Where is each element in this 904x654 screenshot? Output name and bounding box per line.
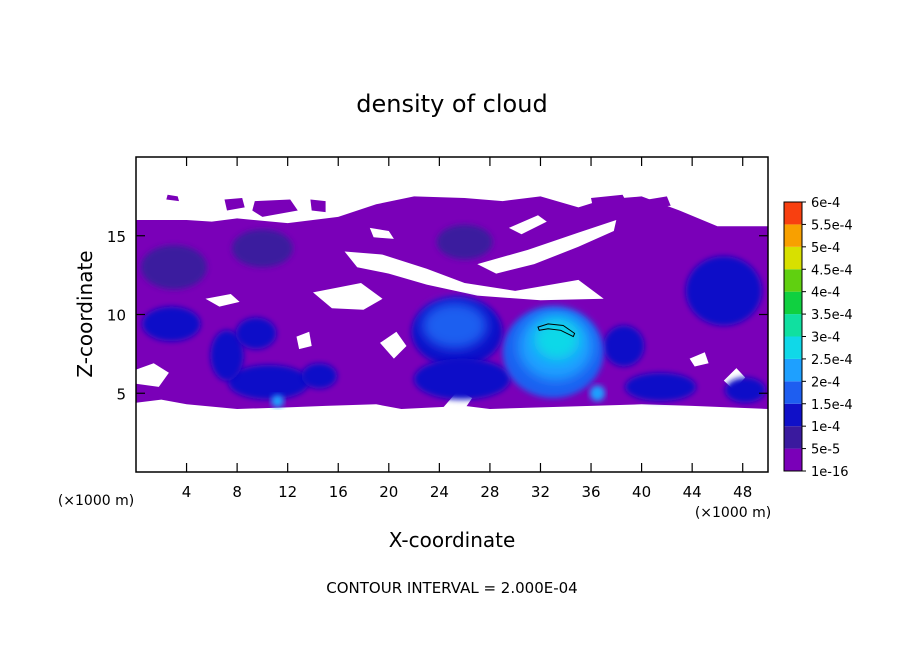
cloud-gap [296,331,312,350]
colorbar-swatch [784,336,802,359]
cloud-gap [369,227,394,239]
density-blob [436,224,493,260]
x-axis-ticks: 4 8 12 16 20 24 28 32 36 40 44 48 [182,157,752,501]
convective-cell-right-peak [534,319,580,361]
density-blob [725,377,766,403]
cloud-patch [591,194,629,211]
density-blob [685,256,762,326]
colorbar-swatch [784,381,802,404]
colorbar-swatch [784,403,802,427]
colorbar-label: 1e-4 [811,420,840,435]
x-tick-label: 8 [232,483,242,501]
y-axis-ticks: 5 10 15 [107,228,768,403]
x-tick-label: 36 [581,483,600,501]
colorbar-label: 3e-4 [811,331,840,346]
y-unit-label: (×1000 m) [58,493,134,509]
convective-cell-left-core [421,301,488,350]
density-blob [271,394,284,408]
cloud-gap [136,363,169,387]
density-blob [210,330,244,381]
colorbar-label: 2e-4 [811,375,840,390]
colorbar-swatch [784,448,802,471]
colorbar-label: 2.5e-4 [811,353,853,368]
y-tick-label: 10 [107,307,126,325]
colorbar-label: 4.5e-4 [811,263,853,278]
cloud-gap [313,283,383,310]
colorbar-label: 4e-4 [811,286,840,301]
density-blob [141,245,207,290]
cloud-gap [344,251,604,301]
density-blob [142,306,201,342]
colorbar-swatch [784,269,802,292]
colorbar-swatch [784,224,802,247]
colorbar-label: 6e-4 [811,196,840,211]
density-blob [232,229,293,268]
convective-cell-left-base [414,358,511,400]
colorbar-swatch [784,202,802,225]
colorbar-label: 3.5e-4 [811,308,853,323]
y-tick-label: 5 [116,385,126,403]
density-blob [603,325,645,367]
density-blob [235,317,277,350]
cloud-patch [224,198,245,211]
colorbar-label: 5.5e-4 [811,218,853,233]
x-tick-label: 44 [683,483,702,501]
x-tick-label: 20 [379,483,398,501]
density-blob [589,385,605,402]
y-axis-label: Z-coordinate [73,250,97,377]
colorbar-swatch [784,246,802,270]
density-blob [301,363,337,389]
colorbar-swatch [784,314,802,337]
colorbar-label: 1e-16 [811,465,849,480]
cloud-gap [380,331,407,359]
colorbar-swatch [784,291,802,315]
x-tick-label: 16 [329,483,348,501]
colorbar-label: 5e-4 [811,241,840,256]
cloud-gap [477,220,617,274]
y-tick-label: 15 [107,228,126,246]
cloud-gap [508,215,547,235]
x-tick-label: 28 [480,483,499,501]
x-tick-label: 32 [531,483,550,501]
colorbar-label: 5e-5 [811,443,840,458]
colorbar-label: 1.5e-4 [811,398,853,413]
plot-area [135,156,769,473]
cloud-gap [689,352,709,367]
colorbar: 1e-16 5e-5 1e-4 1.5e-4 2e-4 2.5e-4 3e-4 3.5e-4 4… [783,196,853,480]
x-unit-label: (×1000 m) [695,505,771,521]
cloud-patch [647,196,671,208]
x-tick-label: 40 [632,483,651,501]
x-tick-label: 24 [430,483,449,501]
chart-title: density of cloud [356,90,547,118]
density-blob [228,364,310,400]
contour-interval-note: CONTOUR INTERVAL = 2.000E-04 [326,579,577,597]
x-tick-label: 48 [733,483,752,501]
x-tick-label: 4 [182,483,192,501]
x-tick-label: 12 [278,483,297,501]
x-axis-label: X-coordinate [389,528,516,552]
density-field [136,194,768,409]
contour-line [537,323,576,338]
cloud-patch [166,194,179,202]
density-blob [625,372,696,402]
cloud-gap [205,294,240,307]
colorbar-swatch [784,358,802,382]
colorbar-swatch [784,426,802,449]
cloud-patch [310,199,326,213]
cloud-patch [252,199,298,217]
